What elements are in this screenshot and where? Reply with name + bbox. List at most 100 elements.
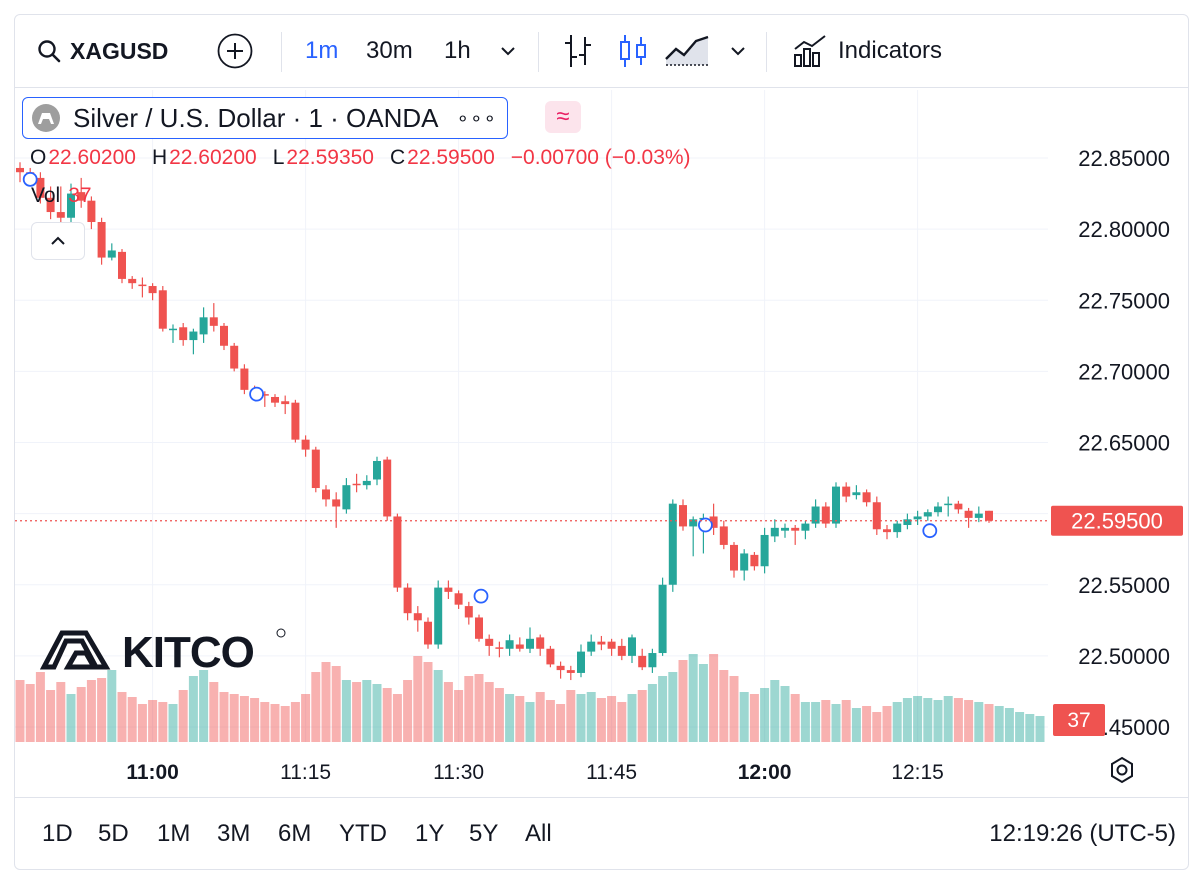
candle-body bbox=[311, 449, 320, 489]
last-volume-badge bbox=[1053, 704, 1105, 736]
volume-bar bbox=[617, 702, 627, 742]
area-chart-icon bbox=[665, 35, 709, 66]
candle-body bbox=[791, 527, 800, 531]
interval-1m[interactable]: 1m bbox=[305, 14, 338, 88]
candle-body bbox=[260, 394, 269, 396]
collapse-legend-button[interactable] bbox=[31, 222, 85, 260]
price-tick-label: 22.80000 bbox=[1078, 217, 1170, 242]
interval-dropdown[interactable] bbox=[498, 14, 518, 88]
candle-body bbox=[679, 505, 687, 527]
time-tick-label: 12:00 bbox=[738, 761, 792, 784]
range-5y[interactable]: 5Y bbox=[469, 797, 498, 870]
volume-bar bbox=[229, 694, 239, 742]
volume-bar bbox=[270, 704, 280, 742]
volume-bar bbox=[239, 696, 249, 742]
candle-body bbox=[444, 587, 453, 592]
range-label: All bbox=[525, 819, 552, 847]
range-all[interactable]: All bbox=[525, 797, 552, 870]
time-axis: 11:00 11:15 11:30 11:45 12:00 12:15 bbox=[126, 761, 944, 784]
symbol-label: XAGUSD bbox=[70, 37, 169, 64]
range-5d[interactable]: 5D bbox=[98, 797, 129, 870]
candle-body bbox=[893, 523, 902, 533]
volume-bar bbox=[127, 697, 137, 742]
range-6m[interactable]: 6M bbox=[278, 797, 311, 870]
volume-bar bbox=[647, 684, 657, 742]
indicators-button[interactable]: Indicators bbox=[792, 14, 942, 88]
data-delay-badge[interactable]: ≈ bbox=[545, 101, 581, 133]
more-options-icon[interactable]: ∘∘∘ bbox=[456, 107, 498, 130]
volume-bar bbox=[464, 676, 474, 742]
volume-bars bbox=[15, 654, 1045, 742]
candle-body bbox=[301, 439, 310, 450]
candle-body bbox=[546, 648, 555, 665]
volume-bar bbox=[372, 684, 382, 742]
candle-body bbox=[801, 523, 810, 531]
symbol-search[interactable]: XAGUSD bbox=[36, 14, 168, 88]
volume-bar bbox=[953, 698, 963, 742]
chart-type-dropdown[interactable] bbox=[728, 14, 748, 88]
change-value: −0.00700 (−0.03%) bbox=[510, 146, 691, 169]
interval-30m[interactable]: 30m bbox=[366, 14, 413, 88]
volume-bar bbox=[443, 682, 453, 742]
symbol-legend[interactable]: Silver / U.S. Dollar · 1 · OANDA ∘∘∘ bbox=[22, 97, 509, 139]
volume-legend: Vol 37 bbox=[31, 184, 92, 208]
volume-bar bbox=[974, 702, 984, 742]
volume-bar bbox=[97, 678, 107, 742]
volume-bar bbox=[86, 680, 96, 742]
price-tick-label: 22.55000 bbox=[1078, 573, 1170, 598]
price-tick-label: 22.75000 bbox=[1078, 288, 1170, 313]
candle-body bbox=[148, 286, 157, 294]
volume-bar bbox=[994, 706, 1004, 742]
candle-body bbox=[383, 459, 392, 517]
volume-bar bbox=[688, 654, 698, 742]
range-1y[interactable]: 1Y bbox=[415, 797, 444, 870]
close-value: 22.59500 bbox=[407, 146, 495, 169]
range-3m[interactable]: 3M bbox=[217, 797, 250, 870]
volume-bar bbox=[433, 670, 443, 742]
candle-body bbox=[934, 506, 942, 513]
volume-bar bbox=[505, 694, 515, 742]
candles-style-button[interactable] bbox=[616, 14, 650, 88]
price-tick-label: 22.70000 bbox=[1078, 359, 1170, 384]
volume-bar bbox=[280, 706, 290, 742]
candle-body bbox=[485, 638, 494, 646]
volume-bar bbox=[168, 704, 178, 742]
volume-bar bbox=[209, 682, 219, 742]
toolbar-divider bbox=[281, 32, 282, 72]
candle-body bbox=[719, 526, 728, 545]
candlestick-icon bbox=[620, 35, 646, 67]
area-style-button[interactable] bbox=[664, 14, 710, 88]
candle-body bbox=[362, 480, 371, 486]
volume-bar bbox=[882, 706, 892, 742]
candle-body bbox=[271, 396, 279, 403]
chart-grid bbox=[15, 90, 1048, 742]
time-tick-label: 11:45 bbox=[586, 761, 637, 784]
range-label: 6M bbox=[278, 819, 312, 847]
interval-1h[interactable]: 1h bbox=[444, 14, 471, 88]
volume-bar bbox=[984, 704, 994, 742]
indicators-icon bbox=[794, 35, 826, 67]
range-1d[interactable]: 1D bbox=[42, 797, 73, 870]
volume-bar bbox=[862, 706, 872, 742]
candle-body bbox=[454, 593, 463, 605]
interval-1h-label: 1h bbox=[444, 37, 471, 64]
last-price-badge bbox=[1051, 505, 1183, 536]
bars-style-button[interactable] bbox=[562, 14, 594, 88]
candle-body bbox=[352, 483, 361, 486]
range-1m[interactable]: 1M bbox=[157, 797, 190, 870]
candle-body bbox=[556, 665, 565, 671]
range-ytd[interactable]: YTD bbox=[339, 797, 387, 870]
kitco-watermark: KITCO bbox=[39, 628, 286, 677]
bottom-toolbar bbox=[14, 797, 1189, 870]
indicators-label: Indicators bbox=[838, 37, 943, 64]
timezone-clock[interactable]: 12:19:26 (UTC-5) bbox=[989, 797, 1176, 870]
chart-settings-button[interactable] bbox=[1108, 756, 1136, 789]
compare-button[interactable] bbox=[216, 14, 254, 88]
range-label: YTD bbox=[339, 819, 387, 847]
candle-body bbox=[332, 499, 341, 507]
volume-bar bbox=[902, 698, 912, 742]
candle-body bbox=[597, 641, 606, 645]
candle-body bbox=[842, 486, 851, 497]
volume-bar bbox=[331, 666, 341, 742]
